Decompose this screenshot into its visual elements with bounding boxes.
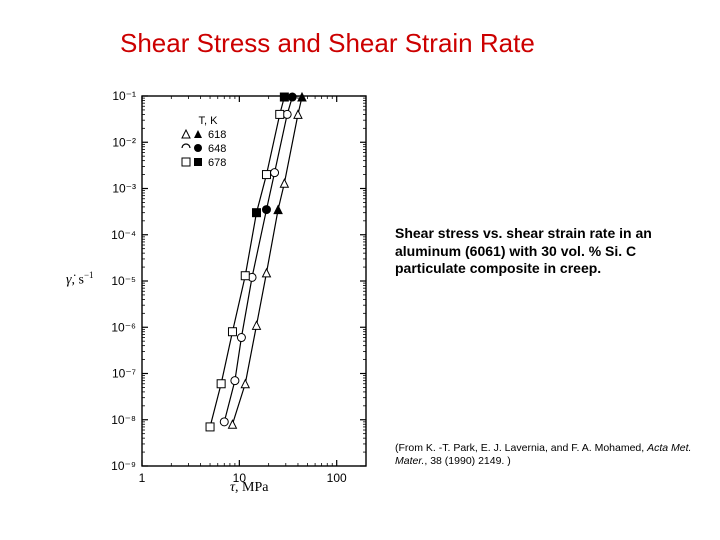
shear-stress-chart: 10⁻⁹10⁻⁸10⁻⁷10⁻⁶10⁻⁵10⁻⁴10⁻³10⁻²10⁻¹1101… [110,90,370,490]
svg-text:10⁻⁸: 10⁻⁸ [111,413,136,427]
chart-container: 10⁻⁹10⁻⁸10⁻⁷10⁻⁶10⁻⁵10⁻⁴10⁻³10⁻²10⁻¹1101… [110,90,370,490]
legend-label-618: 618 [208,129,226,141]
svg-text:10⁻¹: 10⁻¹ [112,90,136,103]
svg-text:10⁻⁵: 10⁻⁵ [111,274,136,288]
legend-row-678: 678 [178,156,238,170]
citation: (From K. -T. Park, E. J. Lavernia, and F… [395,442,695,468]
y-axis-label: γ̇, s−1 [66,270,94,289]
legend-marker-678 [178,156,208,171]
legend-marker-618 [178,128,208,143]
svg-text:100: 100 [327,471,347,485]
legend-label-648: 648 [208,143,226,155]
svg-text:10⁻³: 10⁻³ [112,182,136,196]
svg-text:10⁻⁶: 10⁻⁶ [111,320,136,334]
chart-legend: T, K 618 648 678 [178,114,238,170]
svg-text:10⁻⁹: 10⁻⁹ [111,459,136,473]
svg-text:1: 1 [139,471,146,485]
svg-text:10⁻⁷: 10⁻⁷ [112,367,136,381]
legend-row-648: 648 [178,142,238,156]
legend-title: T, K [178,114,238,128]
citation-suffix: , 38 (1990) 2149. ) [424,455,510,467]
legend-marker-648 [178,142,208,157]
chart-description: Shear stress vs. shear strain rate in an… [395,225,675,278]
x-axis-label: τ, MPa [230,480,268,496]
svg-text:10⁻⁴: 10⁻⁴ [111,228,136,242]
legend-label-678: 678 [208,157,226,169]
svg-text:10⁻²: 10⁻² [112,135,136,149]
page-title: Shear Stress and Shear Strain Rate [120,28,535,59]
citation-prefix: (From K. -T. Park, E. J. Lavernia, and F… [395,442,647,454]
legend-row-618: 618 [178,128,238,142]
